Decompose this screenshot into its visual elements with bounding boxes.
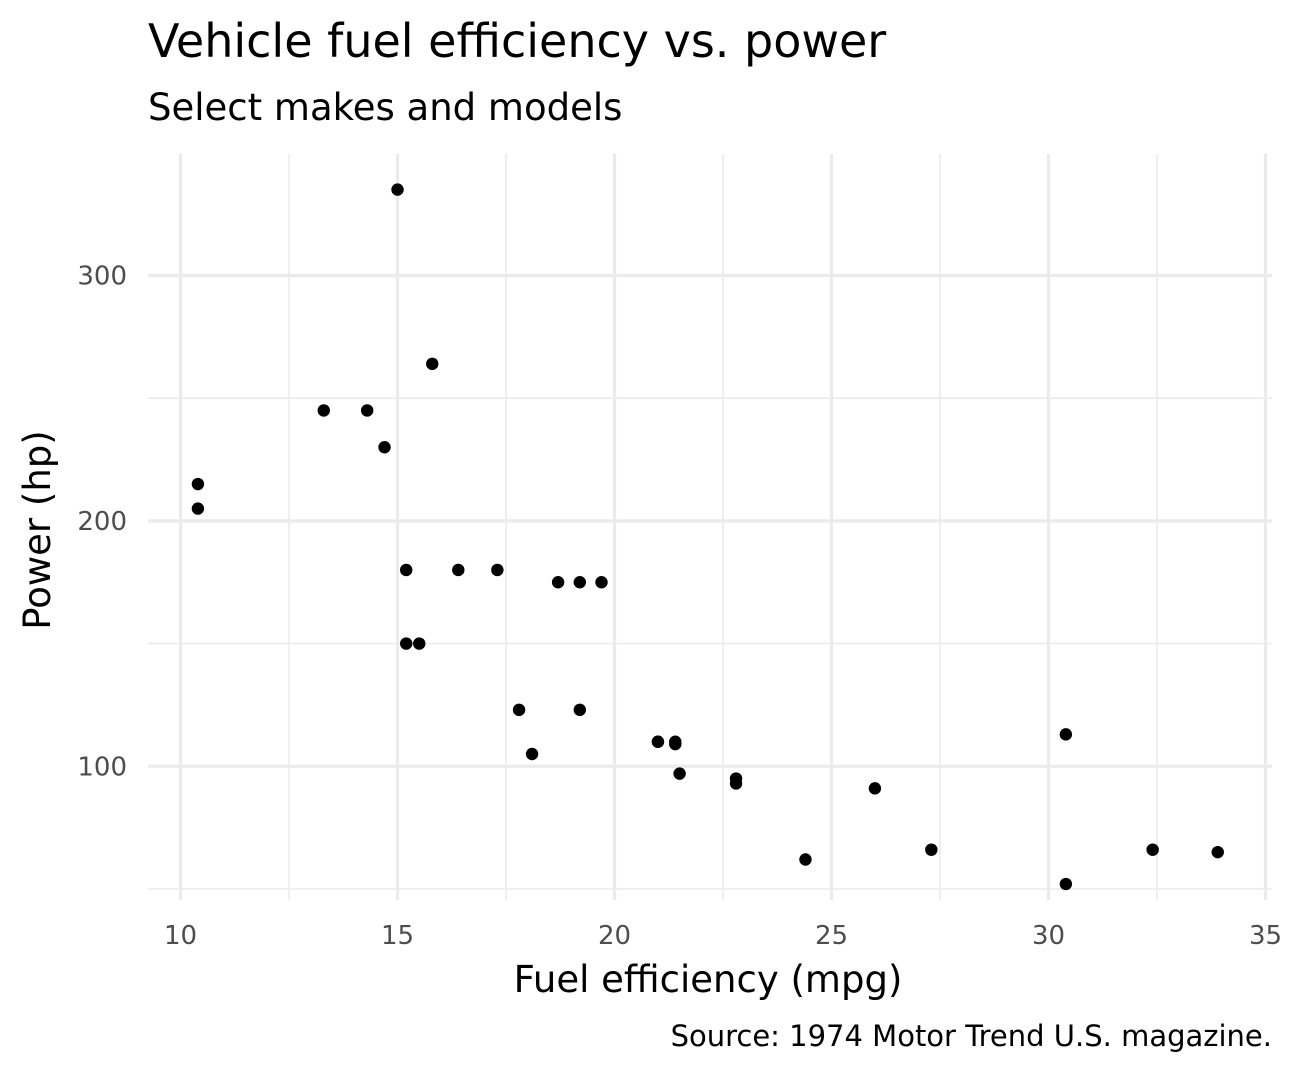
- data-point: [595, 576, 608, 589]
- data-point: [573, 576, 587, 589]
- data-point: [378, 441, 391, 454]
- y-tick-label: 300: [77, 261, 127, 291]
- data-point: [512, 703, 526, 717]
- data-point: [317, 404, 330, 417]
- x-axis-ticks: 10 15 20 25 30 35: [164, 921, 1282, 951]
- data-point: [673, 767, 686, 780]
- data-point: [191, 502, 205, 515]
- data-point: [1059, 728, 1073, 741]
- data-point: [1059, 877, 1073, 891]
- y-tick-label: 200: [77, 507, 127, 537]
- data-point: [413, 637, 426, 650]
- data-point: [525, 747, 539, 761]
- data-point: [400, 563, 413, 577]
- data-point: [925, 843, 938, 856]
- x-axis-label: Fuel efficiency (mpg): [513, 958, 903, 1001]
- chart-caption: Source: 1974 Motor Trend U.S. magazine.: [670, 1019, 1272, 1053]
- minor-gridlines: [148, 154, 1272, 900]
- x-tick-label: 20: [598, 921, 631, 951]
- major-gridlines: [148, 154, 1272, 900]
- chart-subtitle: Select makes and models: [148, 86, 623, 129]
- data-point: [1146, 843, 1159, 856]
- data-point: [551, 576, 565, 589]
- data-point: [452, 563, 465, 577]
- data-point: [729, 772, 743, 785]
- data-point: [651, 735, 665, 748]
- data-point: [491, 563, 504, 577]
- data-point: [799, 853, 812, 866]
- chart-title: Vehicle fuel efficiency vs. power: [148, 14, 887, 68]
- y-axis-ticks: 100 200 300: [77, 261, 127, 782]
- x-tick-label: 25: [815, 921, 848, 951]
- data-point: [1211, 845, 1224, 859]
- data-point: [573, 703, 587, 717]
- y-tick-label: 100: [77, 752, 127, 782]
- x-tick-label: 30: [1032, 921, 1065, 951]
- x-tick-label: 10: [164, 921, 197, 951]
- x-tick-label: 35: [1249, 921, 1282, 951]
- data-point: [360, 404, 374, 417]
- data-points: [191, 183, 1224, 891]
- data-point: [400, 637, 413, 650]
- y-axis-label: Power (hp): [16, 430, 59, 630]
- data-point: [191, 477, 205, 491]
- data-point: [669, 737, 682, 751]
- data-point: [391, 183, 404, 196]
- x-tick-label: 15: [381, 921, 414, 951]
- data-point: [426, 357, 439, 371]
- data-point: [868, 782, 882, 795]
